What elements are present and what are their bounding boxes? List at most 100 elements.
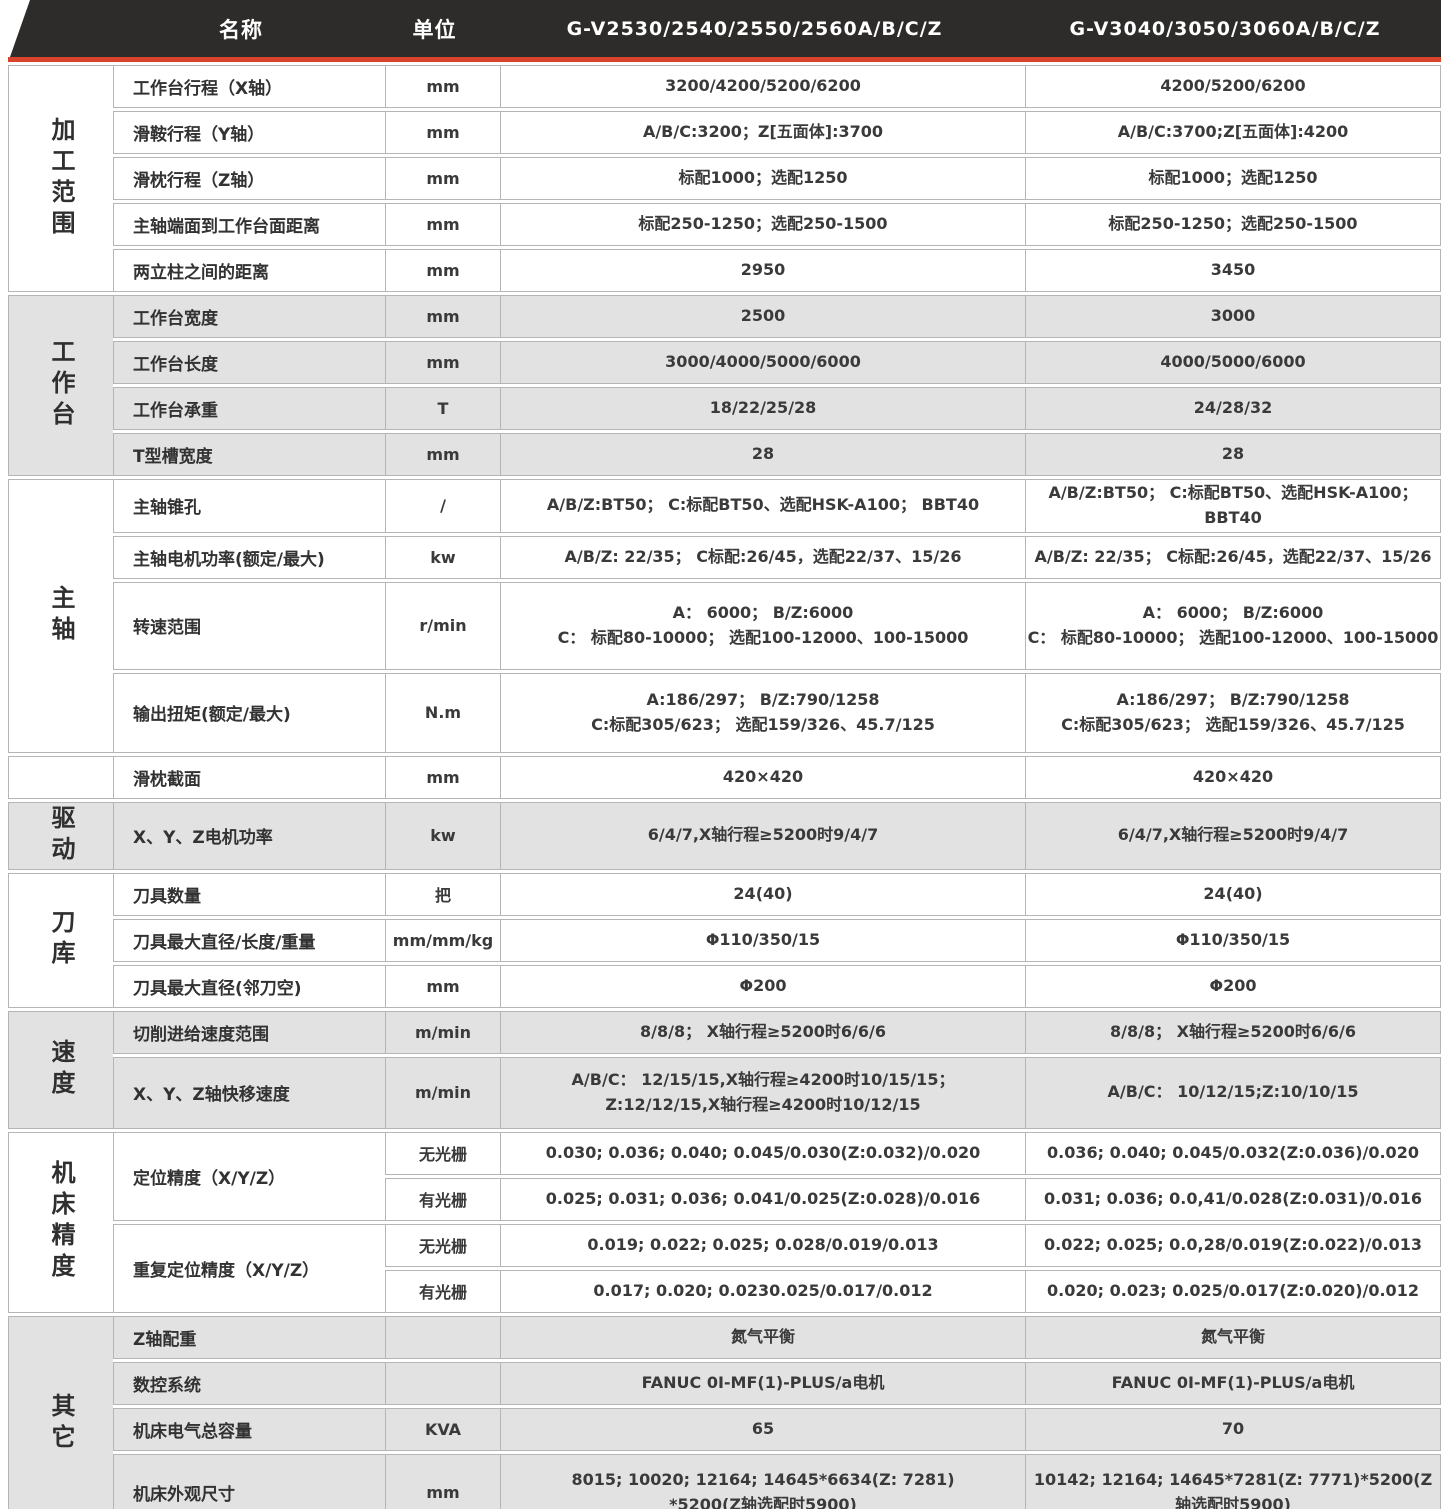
value-model2: A/B/Z:BT50； C:标配BT50、选配HSK-A100； BBT40	[1025, 479, 1441, 533]
value-model2: A/B/C： 10/12/15;Z:10/10/15	[1025, 1056, 1441, 1129]
unit-cell: 有光栅	[385, 1269, 500, 1313]
value-model2: 标配250-1250；选配250-1500	[1025, 203, 1441, 246]
table-row: 刀具最大直径(邻刀空) mm Φ200 Φ200	[8, 964, 1441, 1008]
value-model2: 0.020; 0.023; 0.025/0.017(Z:0.020)/0.012	[1025, 1269, 1441, 1313]
unit-cell: 有光栅	[385, 1177, 500, 1221]
table-header-bar: 名称 单位 G-V2530/2540/2550/2560A/B/C/Z G-V3…	[10, 0, 1441, 57]
table-row: 主轴端面到工作台面距离 mm 标配250-1250；选配250-1500 标配2…	[8, 203, 1441, 246]
table-row: 驱动 X、Y、Z电机功率 kw 6/4/7,X轴行程≥5200时9/4/7 6/…	[8, 801, 1441, 870]
value-model2: 4000/5000/6000	[1025, 341, 1441, 384]
section-label: 主轴	[8, 479, 113, 753]
table-row: 滑鞍行程（Y轴） mm A/B/C:3200；Z[五面体]:3700 A/B/C…	[8, 111, 1441, 154]
section-speed: 速度 切削进给速度范围 m/min 8/8/8； X轴行程≥5200时6/6/6…	[8, 1010, 1441, 1129]
value-model2: 3000	[1025, 295, 1441, 338]
unit-cell: mm	[385, 295, 500, 338]
value-model1: 18/22/25/28	[500, 387, 1025, 430]
value-model1: Φ110/350/15	[500, 918, 1025, 962]
table-row: 滑枕截面 mm 420×420 420×420	[8, 755, 1441, 799]
section-spindle: 主轴 主轴锥孔 / A/B/Z:BT50； C:标配BT50、选配HSK-A10…	[8, 479, 1441, 753]
value-model2: 24(40)	[1025, 872, 1441, 916]
row-label: 工作台长度	[113, 341, 385, 384]
value-model2: Φ110/350/15	[1025, 918, 1441, 962]
value-model1: 标配1000；选配1250	[500, 157, 1025, 200]
value-model1: 8015; 10020; 12164; 14645*6634(Z: 7281) …	[500, 1453, 1025, 1509]
value-model2: A： 6000； B/Z:6000 C： 标配80-10000； 选配100-1…	[1025, 581, 1441, 670]
value-model1: A/B/C： 12/15/15,X轴行程≥4200时10/15/15； Z:12…	[500, 1056, 1025, 1129]
header-col-name: 名称	[219, 17, 263, 42]
unit-cell: 把	[385, 872, 500, 916]
spec-table: 加工范围 工作台行程（X轴） mm 3200/4200/5200/6200 42…	[8, 62, 1441, 1509]
value-model1: A/B/Z:BT50； C:标配BT50、选配HSK-A100； BBT40	[500, 479, 1025, 533]
value-model1: 2500	[500, 295, 1025, 338]
row-label: 刀具最大直径(邻刀空)	[113, 964, 385, 1008]
row-label: 数控系统	[113, 1361, 385, 1405]
value-model1: 8/8/8； X轴行程≥5200时6/6/6	[500, 1010, 1025, 1054]
table-row: 两立柱之间的距离 mm 2950 3450	[8, 249, 1441, 292]
table-row: 主轴 主轴锥孔 / A/B/Z:BT50； C:标配BT50、选配HSK-A10…	[8, 479, 1441, 753]
unit-cell: m/min	[385, 1056, 500, 1129]
section-label-empty	[8, 755, 113, 799]
table-row: 其它 Z轴配重 氮气平衡 氮气平衡	[8, 1315, 1441, 1509]
row-label: X、Y、Z轴快移速度	[113, 1056, 385, 1129]
section-ram-section: 滑枕截面 mm 420×420 420×420	[8, 755, 1441, 799]
value-model1: 28	[500, 433, 1025, 476]
unit-cell: r/min	[385, 581, 500, 670]
row-label: 重复定位精度（X/Y/Z）	[113, 1223, 385, 1313]
table-row: 刀库 刀具数量 把 24(40) 24(40)	[8, 872, 1441, 1008]
unit-cell: mm	[385, 433, 500, 476]
section-worktable: 工作台 工作台宽度 mm 2500 3000 工作台长度 mm 3000/400…	[8, 295, 1441, 476]
unit-cell: mm	[385, 249, 500, 292]
section-others: 其它 Z轴配重 氮气平衡 氮气平衡 数控系统 FANUC 0I-MF(1)-PL…	[8, 1315, 1441, 1509]
table-row: 重复定位精度（X/Y/Z） 无光栅 0.019; 0.022; 0.025; 0…	[8, 1223, 1441, 1313]
unit-cell: N.m	[385, 672, 500, 753]
value-model1: 0.017; 0.020; 0.0230.025/0.017/0.012	[500, 1269, 1025, 1313]
row-label: 机床外观尺寸	[113, 1453, 385, 1509]
red-accent-rule	[8, 57, 1441, 62]
table-row: 速度 切削进给速度范围 m/min 8/8/8； X轴行程≥5200时6/6/6…	[8, 1010, 1441, 1129]
table-row: 主轴电机功率(额定/最大) kw A/B/Z: 22/35； C标配:26/45…	[8, 535, 1441, 579]
table-row: 工作台承重 T 18/22/25/28 24/28/32	[8, 387, 1441, 430]
unit-cell: KVA	[385, 1407, 500, 1451]
table-row: 刀具最大直径/长度/重量 mm/mm/kg Φ110/350/15 Φ110/3…	[8, 918, 1441, 962]
table-row: 工作台 工作台宽度 mm 2500 3000	[8, 295, 1441, 476]
row-label: Z轴配重	[113, 1315, 385, 1359]
unit-cell: kw	[385, 535, 500, 579]
unit-cell: mm	[385, 111, 500, 154]
value-model2: A:186/297； B/Z:790/1258 C:标配305/623； 选配1…	[1025, 672, 1441, 753]
table-row: 机床精度 定位精度（X/Y/Z） 无光栅 0.030; 0.036; 0.040…	[8, 1131, 1441, 1313]
unit-cell	[385, 1315, 500, 1359]
table-row: 数控系统 FANUC 0I-MF(1)-PLUS/a电机 FANUC 0I-MF…	[8, 1361, 1441, 1405]
value-model1: 3000/4000/5000/6000	[500, 341, 1025, 384]
value-model2: 3450	[1025, 249, 1441, 292]
value-model1: A/B/Z: 22/35； C标配:26/45，选配22/37、15/26	[500, 535, 1025, 579]
unit-cell: kw	[385, 801, 500, 870]
row-label: X、Y、Z电机功率	[113, 801, 385, 870]
value-model2: 6/4/7,X轴行程≥5200时9/4/7	[1025, 801, 1441, 870]
row-label: 滑枕截面	[113, 755, 385, 799]
row-label: 切削进给速度范围	[113, 1010, 385, 1054]
row-label: 工作台行程（X轴）	[113, 65, 385, 108]
section-label: 驱动	[8, 801, 113, 870]
value-model1: 0.019; 0.022; 0.025; 0.028/0.019/0.013	[500, 1223, 1025, 1267]
row-label: 刀具数量	[113, 872, 385, 916]
value-model2: 0.031; 0.036; 0.0,41/0.028(Z:0.031)/0.01…	[1025, 1177, 1441, 1221]
value-model2: 4200/5200/6200	[1025, 65, 1441, 108]
row-label: 工作台承重	[113, 387, 385, 430]
value-model1: 420×420	[500, 755, 1025, 799]
section-label: 速度	[8, 1010, 113, 1129]
value-model1: 氮气平衡	[500, 1315, 1025, 1359]
table-row: 滑枕行程（Z轴） mm 标配1000；选配1250 标配1000；选配1250	[8, 157, 1441, 200]
row-label: 机床电气总容量	[113, 1407, 385, 1451]
value-model1: 0.030; 0.036; 0.040; 0.045/0.030(Z:0.032…	[500, 1131, 1025, 1175]
row-label: 主轴端面到工作台面距离	[113, 203, 385, 246]
table-row: 工作台长度 mm 3000/4000/5000/6000 4000/5000/6…	[8, 341, 1441, 384]
value-model1: 3200/4200/5200/6200	[500, 65, 1025, 108]
row-label: 工作台宽度	[113, 295, 385, 338]
value-model2: 28	[1025, 433, 1441, 476]
value-model1: Φ200	[500, 964, 1025, 1008]
table-row: 输出扭矩(额定/最大) N.m A:186/297； B/Z:790/1258 …	[8, 672, 1441, 753]
value-model2: 0.036; 0.040; 0.045/0.032(Z:0.036)/0.020	[1025, 1131, 1441, 1175]
value-model2: 0.022; 0.025; 0.0,28/0.019(Z:0.022)/0.01…	[1025, 1223, 1441, 1267]
table-row: T型槽宽度 mm 28 28	[8, 433, 1441, 476]
